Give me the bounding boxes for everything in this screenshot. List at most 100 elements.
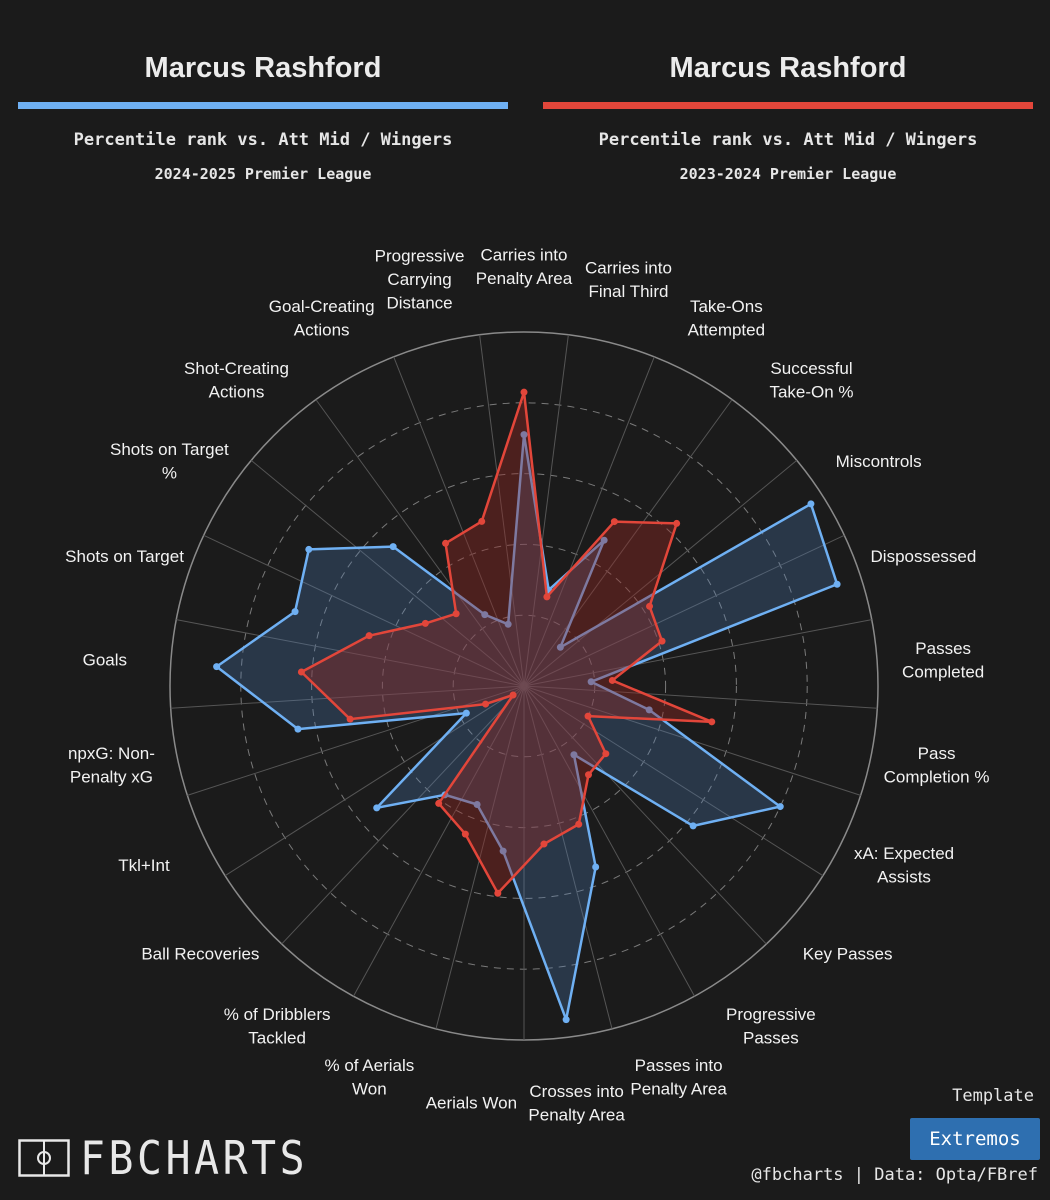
grid-spoke xyxy=(523,685,767,945)
metric-label: Pass Completion % xyxy=(884,744,990,787)
series-point xyxy=(452,610,460,618)
series-point xyxy=(570,751,578,759)
metric-label: Goals xyxy=(83,651,127,670)
series-point xyxy=(461,830,469,838)
metric-label: Shots on Target% xyxy=(110,440,229,483)
metric-label: Progressive Passes xyxy=(726,1005,816,1048)
series-point xyxy=(499,847,507,855)
series-point xyxy=(556,643,564,651)
series-point xyxy=(610,518,618,526)
right-subtitle: Percentile rank vs. Att Mid / Wingers xyxy=(598,130,978,150)
series-point xyxy=(435,799,443,807)
series-point xyxy=(689,822,697,830)
grid-spoke xyxy=(523,619,872,687)
series-area-2023-2024 xyxy=(300,390,714,895)
metric-label: % of Dribblers Tackled xyxy=(224,1005,331,1048)
grid-spoke xyxy=(170,685,525,709)
grid-spoke xyxy=(435,685,525,1030)
template-badge: Extremos xyxy=(910,1118,1040,1160)
series-point xyxy=(562,1016,570,1024)
grid-spoke xyxy=(523,685,824,877)
metric-label: Shots on Target xyxy=(65,547,184,566)
metric-label: Take-Ons Attempted xyxy=(688,297,766,340)
series-point xyxy=(421,619,429,627)
metric-label: Ball Recoveries xyxy=(141,945,259,964)
grid-spoke xyxy=(315,399,525,687)
series-point xyxy=(478,517,486,525)
series-point xyxy=(481,611,489,619)
grid-spoke xyxy=(353,685,525,997)
left-season: 2024-2025 Premier League xyxy=(154,165,372,183)
metric-label: Successful Take-On % xyxy=(769,359,853,402)
series-point xyxy=(520,431,528,439)
series-point xyxy=(297,668,305,676)
series-point xyxy=(673,519,681,527)
grid-spoke xyxy=(187,685,525,796)
series-point xyxy=(305,545,313,553)
series-point xyxy=(462,709,470,717)
metric-label: Progressive Carrying Distance xyxy=(375,247,465,313)
template-label: Template xyxy=(952,1086,1034,1106)
grid-ring-20 xyxy=(452,614,596,758)
left-player-title: Marcus Rashford xyxy=(144,52,382,84)
brand-wordmark: FBCHARTS xyxy=(80,1131,309,1185)
grid-spoke xyxy=(479,334,525,687)
grid-spoke xyxy=(523,399,733,687)
grid-spoke xyxy=(523,356,655,687)
series-point xyxy=(389,543,397,551)
series-point xyxy=(509,691,517,699)
grid-spoke xyxy=(250,459,525,687)
series-point xyxy=(602,750,610,758)
series-point xyxy=(373,804,381,812)
series-point xyxy=(365,632,373,640)
series-point xyxy=(708,718,716,726)
grid-spoke xyxy=(523,685,878,709)
left-title-underline xyxy=(18,102,508,109)
left-subtitle: Percentile rank vs. Att Mid / Wingers xyxy=(73,130,453,150)
metric-label: Carries into Final Third xyxy=(585,258,672,301)
series-point xyxy=(592,863,600,871)
series-point xyxy=(776,803,784,811)
series-point xyxy=(291,608,299,616)
radar-grid xyxy=(169,331,879,1041)
metric-label: Aerials Won xyxy=(426,1094,517,1113)
series-point xyxy=(213,663,221,671)
right-title-underline xyxy=(543,102,1033,109)
metric-label: Shot-Creating Actions xyxy=(184,359,289,402)
metric-label: Carries into Penalty Area xyxy=(476,245,573,288)
metric-label: Key Passes xyxy=(803,945,893,964)
metric-label: Crosses into Penalty Area xyxy=(528,1082,625,1125)
grid-spoke xyxy=(224,685,525,877)
series-point xyxy=(584,712,592,720)
series-point xyxy=(504,620,512,628)
grid-spoke xyxy=(523,685,695,997)
series-point xyxy=(473,800,481,808)
series-area-2024-2025 xyxy=(215,433,839,1021)
series-point xyxy=(807,500,815,508)
grid-ring-60 xyxy=(311,473,737,899)
series-point xyxy=(646,602,654,610)
grid-spoke xyxy=(393,356,525,687)
metric-label: Dispossessed xyxy=(871,547,977,566)
series-point xyxy=(833,580,841,588)
right-player-title: Marcus Rashford xyxy=(669,52,907,84)
series-point xyxy=(543,593,551,601)
series-point xyxy=(294,725,302,733)
grid-spoke xyxy=(523,685,613,1030)
fbcharts-brand: FBCHARTS xyxy=(18,1132,334,1184)
series-point xyxy=(482,700,490,708)
metric-label: Tkl+Int xyxy=(118,856,170,875)
radar-metric-labels: Carries into Penalty Area Carries into Fina… xyxy=(65,245,989,1124)
grid-spoke xyxy=(203,534,525,687)
grid-spoke xyxy=(176,619,525,687)
right-season: 2023-2024 Premier League xyxy=(679,165,897,183)
series-point xyxy=(575,820,583,828)
grid-spoke xyxy=(523,334,569,687)
series-point xyxy=(494,889,502,897)
series-point xyxy=(585,771,593,779)
series-point xyxy=(346,715,354,723)
series-point xyxy=(600,536,608,544)
series-point xyxy=(645,706,653,714)
pitch-logo-icon xyxy=(18,1139,70,1177)
